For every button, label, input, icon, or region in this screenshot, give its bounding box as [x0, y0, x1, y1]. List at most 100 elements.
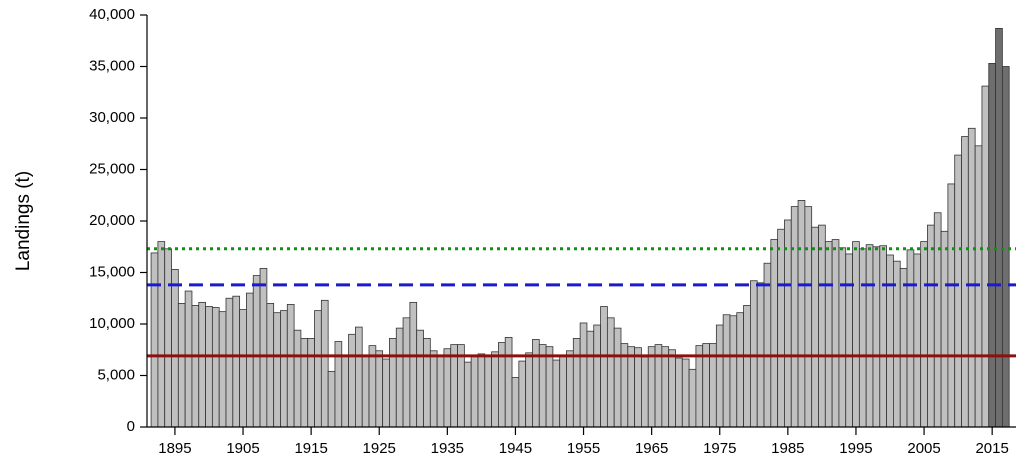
bar — [995, 27, 1003, 428]
y-tick-label: 10,000 — [89, 315, 135, 332]
bar — [777, 228, 785, 428]
bar — [845, 253, 853, 428]
bar — [184, 290, 193, 428]
bar — [586, 330, 595, 428]
bar — [920, 241, 928, 428]
bar — [797, 199, 806, 428]
bar — [259, 267, 268, 428]
x-tick-label: 1915 — [294, 440, 327, 457]
bar — [818, 224, 826, 428]
bar — [729, 315, 738, 428]
bar — [967, 127, 976, 428]
x-tick-label: 1985 — [771, 440, 804, 457]
bar — [382, 358, 390, 428]
bar — [613, 327, 622, 428]
bar — [157, 241, 166, 428]
y-tick-label: 35,000 — [89, 57, 135, 74]
y-tick-label: 15,000 — [89, 263, 135, 280]
bar — [913, 253, 922, 428]
y-axis-title: Landings (t) — [13, 171, 34, 271]
bar — [171, 269, 179, 428]
bar — [1001, 66, 1010, 428]
x-tick-label: 1945 — [499, 440, 532, 457]
x-tick-label: 1935 — [431, 440, 464, 457]
bar — [320, 299, 329, 428]
bar — [838, 247, 847, 428]
bar — [668, 349, 676, 428]
bar — [150, 252, 159, 428]
bar — [177, 302, 186, 428]
bar — [743, 305, 751, 428]
bar — [736, 312, 744, 428]
bar — [559, 354, 567, 428]
bar — [266, 302, 275, 428]
bar — [647, 346, 656, 428]
bar — [491, 351, 499, 428]
bar — [600, 306, 608, 428]
bar — [443, 348, 452, 428]
bar — [784, 219, 792, 428]
bar — [532, 339, 540, 428]
bar — [811, 226, 819, 428]
bar — [484, 354, 493, 428]
bar — [858, 248, 867, 428]
bar — [688, 368, 697, 428]
bar — [545, 346, 554, 428]
bar — [606, 317, 615, 428]
bar — [191, 305, 200, 428]
x-tick-label: 2015 — [975, 440, 1008, 457]
bar — [273, 312, 281, 428]
bar — [246, 292, 254, 428]
bar — [865, 244, 874, 428]
bar — [423, 338, 431, 428]
bar — [593, 324, 601, 428]
bar — [395, 327, 404, 428]
y-tick-label: 0 — [127, 418, 135, 435]
bar — [218, 311, 227, 428]
bar — [722, 314, 731, 428]
bar — [334, 341, 343, 428]
bar — [436, 354, 445, 428]
bar — [954, 154, 962, 428]
bar — [341, 354, 349, 428]
bar — [252, 275, 261, 428]
y-tick-label: 20,000 — [89, 212, 135, 229]
bar — [634, 347, 642, 428]
bar — [790, 206, 799, 428]
bar — [824, 241, 833, 428]
bar — [327, 370, 336, 428]
y-tick-label: 5,000 — [97, 366, 135, 383]
bar — [981, 85, 990, 428]
y-tick-label: 30,000 — [89, 109, 135, 126]
bar — [899, 267, 908, 428]
bar — [831, 239, 840, 428]
bar — [205, 306, 213, 428]
bar — [211, 307, 220, 428]
bar — [641, 356, 649, 428]
bar — [504, 336, 513, 428]
bar — [933, 212, 942, 428]
bar — [579, 322, 588, 428]
bar — [164, 248, 172, 428]
bar — [940, 230, 949, 428]
bar — [681, 358, 690, 428]
bar — [770, 239, 779, 428]
bar — [239, 309, 247, 428]
x-tick-label: 1955 — [567, 440, 600, 457]
bar — [375, 350, 384, 428]
bar — [307, 338, 315, 428]
bar — [715, 324, 724, 428]
bar — [627, 346, 636, 428]
bar — [402, 317, 411, 428]
bar — [409, 301, 418, 428]
bar — [293, 329, 302, 428]
bar — [361, 355, 370, 428]
bar — [572, 338, 581, 428]
x-tick-label: 1965 — [635, 440, 668, 457]
bar — [879, 245, 888, 428]
bar — [470, 355, 479, 428]
bar — [280, 310, 288, 428]
bar — [525, 352, 533, 428]
x-tick-label: 2005 — [907, 440, 940, 457]
